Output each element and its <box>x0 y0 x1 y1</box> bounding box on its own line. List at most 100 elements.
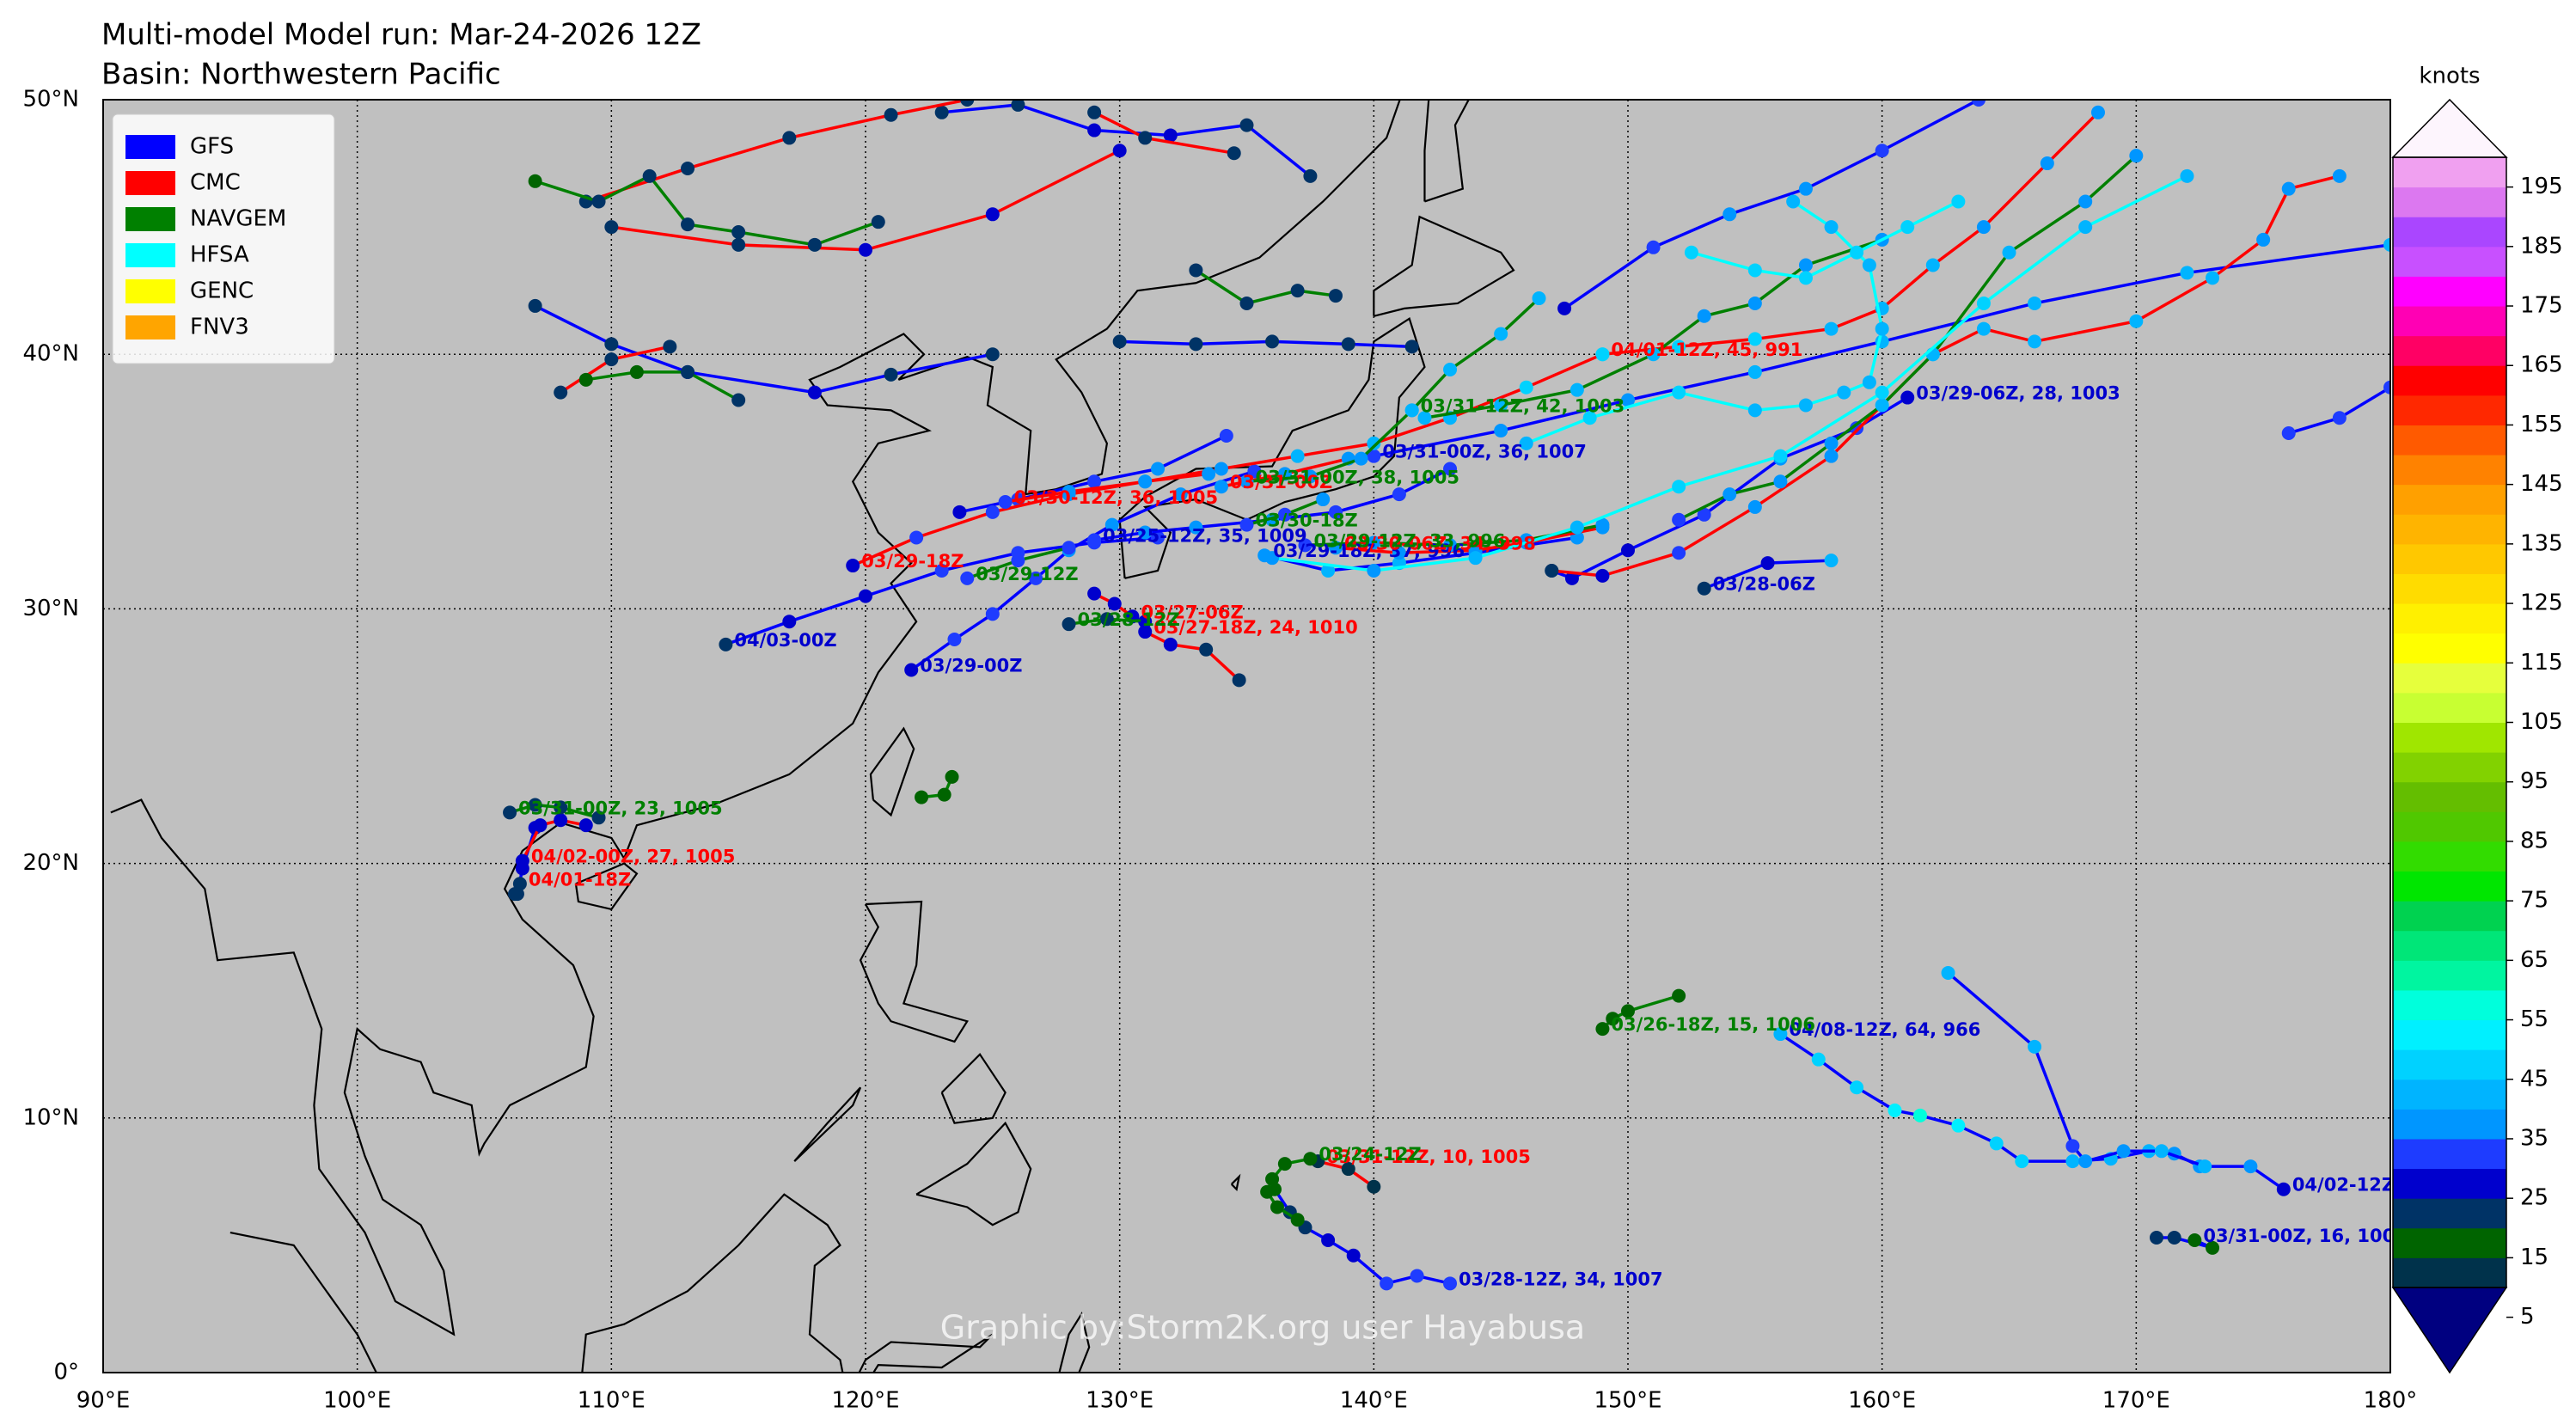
legend-label: NAVGEM <box>190 206 286 232</box>
track-point <box>1862 258 1876 272</box>
colorbar-bin <box>2393 781 2506 812</box>
legend-swatch <box>125 135 175 159</box>
track-point <box>1219 428 1233 443</box>
colorbar-label: knots <box>2419 64 2480 89</box>
track-point <box>1850 421 1864 436</box>
track-point <box>985 505 1000 519</box>
track-point <box>1173 487 1188 502</box>
track-point <box>1494 398 1508 413</box>
x-tick-label: 160°E <box>1848 1388 1916 1414</box>
legend-swatch <box>125 207 175 231</box>
colorbar-over <box>2391 98 2508 158</box>
coastline <box>1230 1173 1241 1191</box>
coastline <box>858 1333 994 1373</box>
track-point <box>2243 1159 2258 1174</box>
track-point <box>1138 525 1153 540</box>
colorbar-bin <box>2393 157 2506 188</box>
track-point <box>681 161 695 175</box>
track-point <box>1214 462 1228 476</box>
y-tick-label: 50°N <box>22 87 79 113</box>
track-point <box>2028 1039 2042 1054</box>
track-point <box>1189 337 1203 352</box>
colorbar-tick-label: 85 <box>2520 828 2548 853</box>
track-line <box>1144 630 1240 682</box>
track-point <box>2129 149 2144 163</box>
colorbar-bin <box>2393 871 2506 902</box>
track-point <box>1151 530 1166 545</box>
track-point <box>1595 517 1610 532</box>
track-point <box>1900 220 1915 235</box>
track-point <box>2383 237 2390 252</box>
track-point <box>1367 449 1381 463</box>
colorbar-bin <box>2393 425 2506 456</box>
track-point <box>2129 314 2144 328</box>
track-line <box>1410 297 1540 412</box>
colorbar-bin <box>2393 989 2506 1021</box>
plot-frame <box>102 99 2391 1373</box>
track-point <box>1798 181 1813 196</box>
track-point <box>2065 1139 2080 1153</box>
track-point <box>915 790 929 804</box>
track-point <box>663 339 677 354</box>
track-label: 03/31-00Z <box>1230 472 1332 492</box>
colorbar-bin <box>2393 335 2506 366</box>
track-point <box>2078 194 2093 209</box>
track-point <box>1976 296 1991 310</box>
track-point <box>731 237 746 252</box>
track-point <box>2154 1144 2169 1159</box>
colorbar-bin <box>2393 663 2506 694</box>
colorbar-bin <box>2393 217 2506 248</box>
colorbar-tick-label: 95 <box>2520 768 2548 794</box>
track-point <box>1595 1022 1610 1037</box>
x-tick-label: 180° <box>2364 1388 2418 1414</box>
colorbar-under <box>2391 1287 2508 1374</box>
track-point <box>1621 1004 1635 1018</box>
track-point <box>1247 464 1262 479</box>
track-point <box>1189 520 1203 535</box>
track-point <box>1265 1171 1280 1186</box>
colorbar-tick-label: 35 <box>2520 1125 2548 1151</box>
track-point <box>1290 284 1305 298</box>
track-point <box>1199 642 1214 657</box>
track-point <box>2028 296 2042 310</box>
track-point <box>1265 551 1280 566</box>
track-point <box>1290 1213 1305 1227</box>
track-point <box>1824 321 1839 336</box>
track-label: 03/25-12Z, 35, 1009 <box>1103 525 1307 546</box>
track-point <box>1900 390 1915 405</box>
track-point <box>1380 1276 1394 1291</box>
track-point <box>1989 1136 2004 1151</box>
track-point <box>1672 512 1686 527</box>
track-point <box>1367 436 1381 450</box>
y-tick-label: 10°N <box>22 1104 79 1130</box>
colorbar-bin <box>2393 1049 2506 1080</box>
track-point <box>1569 520 1584 535</box>
track-point <box>1392 487 1406 502</box>
track-point <box>1239 118 1254 132</box>
track-label: 03/28-12Z, 34, 1007 <box>1459 1269 1663 1289</box>
colorbar-tick-label: 5 <box>2520 1304 2535 1330</box>
map-background <box>103 100 2390 1373</box>
track-point <box>719 637 733 651</box>
track-point <box>1760 556 1775 571</box>
coastline <box>869 726 915 817</box>
track-point <box>2383 380 2390 395</box>
track-point <box>2332 411 2347 425</box>
track-label: 03/29-12Z, 33, 996 <box>1314 530 1506 551</box>
track-point <box>1722 207 1737 222</box>
track-point <box>1773 1027 1788 1042</box>
track-point <box>1468 551 1483 566</box>
track-label: 04/02-00Z, 27, 1005 <box>531 847 736 867</box>
colorbar-bin <box>2393 573 2506 604</box>
colorbar-tick-label: 15 <box>2520 1245 2548 1270</box>
track-point <box>1328 505 1343 519</box>
track-point <box>1519 380 1533 395</box>
track-point <box>1138 615 1153 629</box>
track-point <box>591 194 606 209</box>
track-point <box>1747 263 1762 278</box>
track-point <box>1569 382 1584 397</box>
track-point <box>681 364 695 379</box>
track-point <box>2040 156 2054 171</box>
track-point <box>1875 398 1889 413</box>
